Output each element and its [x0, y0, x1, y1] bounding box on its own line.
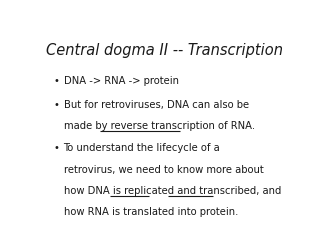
Text: Central dogma II -- Transcription: Central dogma II -- Transcription [45, 43, 283, 58]
Text: •: • [54, 76, 60, 86]
Text: But for retroviruses, DNA can also be: But for retroviruses, DNA can also be [64, 100, 249, 110]
Text: To understand the lifecycle of a: To understand the lifecycle of a [64, 143, 220, 153]
Text: how RNA is translated into protein.: how RNA is translated into protein. [64, 207, 238, 217]
Text: how DNA is replicated and transcribed, and: how DNA is replicated and transcribed, a… [64, 186, 281, 196]
Text: •: • [54, 143, 60, 153]
Text: made by reverse transcription of RNA.: made by reverse transcription of RNA. [64, 121, 255, 131]
Text: DNA -> RNA -> protein: DNA -> RNA -> protein [64, 76, 179, 86]
Text: •: • [54, 100, 60, 110]
Text: retrovirus, we need to know more about: retrovirus, we need to know more about [64, 165, 263, 175]
